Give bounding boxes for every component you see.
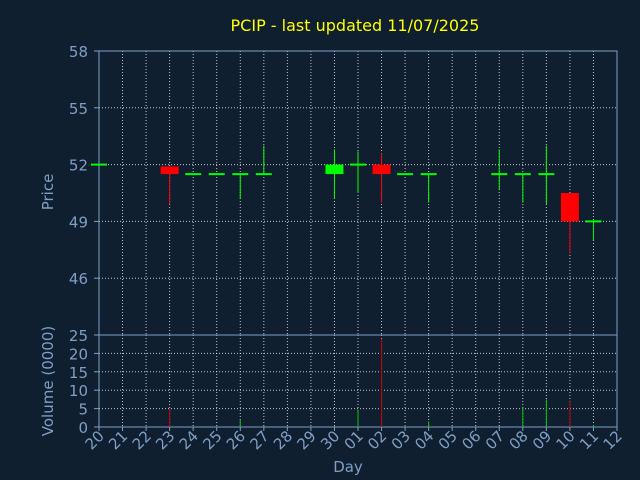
- candle: [255, 145, 272, 176]
- candle-body: [160, 166, 179, 175]
- candle: [585, 220, 602, 241]
- price-tick-label: 55: [69, 100, 88, 118]
- chart-title: PCIP - last updated 11/07/2025: [231, 16, 480, 35]
- candle: [538, 145, 555, 205]
- candle: [325, 149, 344, 199]
- candle: [350, 151, 366, 193]
- volume-axis-label: Volume (0000): [39, 326, 57, 436]
- price-tick-label: 49: [69, 213, 88, 231]
- price-y-ticks: 46 49 52 55 58: [69, 43, 99, 288]
- volume-grid: [99, 335, 617, 427]
- candle: [491, 149, 508, 190]
- x-axis-label: Day: [333, 458, 363, 476]
- candles: [91, 145, 602, 254]
- volume-bars: [169, 338, 594, 427]
- volume-tick-label: 15: [69, 364, 88, 382]
- volume-tick-label: 10: [69, 382, 88, 400]
- price-tick-label: 52: [69, 157, 88, 175]
- candle: [514, 173, 531, 203]
- x-ticks: 2021222324252627282930010203040506070809…: [82, 427, 626, 453]
- candle: [372, 153, 391, 203]
- price-tick-label: 58: [69, 43, 88, 61]
- volume-tick-label: 25: [69, 327, 88, 345]
- candle-body: [325, 164, 344, 175]
- volume-tick-label: 5: [78, 401, 88, 419]
- price-tick-label: 46: [69, 270, 88, 288]
- candle: [232, 173, 249, 199]
- candle-body: [372, 164, 391, 175]
- candle: [560, 193, 579, 254]
- volume-tick-label: 0: [78, 419, 88, 437]
- candle: [160, 166, 179, 205]
- candle: [420, 173, 437, 203]
- candle-body: [560, 193, 579, 222]
- price-axis-label: Price: [39, 174, 57, 211]
- volume-tick-label: 20: [69, 345, 88, 363]
